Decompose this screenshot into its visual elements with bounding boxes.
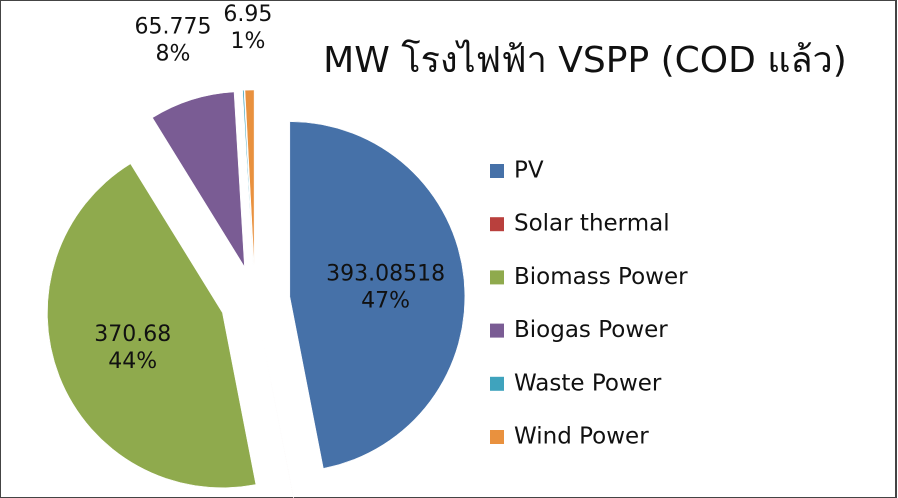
data-label-value: 6.95: [223, 2, 272, 27]
legend-swatch: [490, 164, 504, 178]
data-label-value: 370.68: [94, 322, 171, 347]
data-label-percent: 1%: [230, 29, 265, 54]
chart-title: MW โรงไฟฟ้า VSPP (COD แล้ว): [323, 39, 847, 81]
legend-label: Solar thermal: [514, 211, 670, 237]
legend-label: Biogas Power: [514, 317, 668, 343]
pie-slice: [242, 90, 254, 266]
data-label-percent: 47%: [361, 288, 410, 313]
pie-slice: [244, 89, 255, 266]
legend-swatch: [490, 430, 504, 444]
legend-label: Waste Power: [514, 370, 662, 396]
pie-slice: [289, 121, 466, 469]
pie-slice: [47, 163, 257, 488]
legend-swatch: [490, 323, 504, 338]
legend-swatch: [490, 270, 504, 285]
legend-label: PV: [514, 158, 544, 184]
data-label-percent: 8%: [156, 42, 191, 67]
data-label-value: 393.08518: [326, 261, 445, 286]
data-label-value: 65.775: [134, 15, 211, 40]
pie-slice: [152, 91, 245, 267]
legend-label: Wind Power: [514, 424, 649, 450]
legend-swatch: [490, 376, 504, 391]
data-label-percent: 44%: [108, 349, 157, 374]
legend-label: Biomass Power: [514, 264, 688, 290]
legend-swatch: [490, 217, 504, 232]
